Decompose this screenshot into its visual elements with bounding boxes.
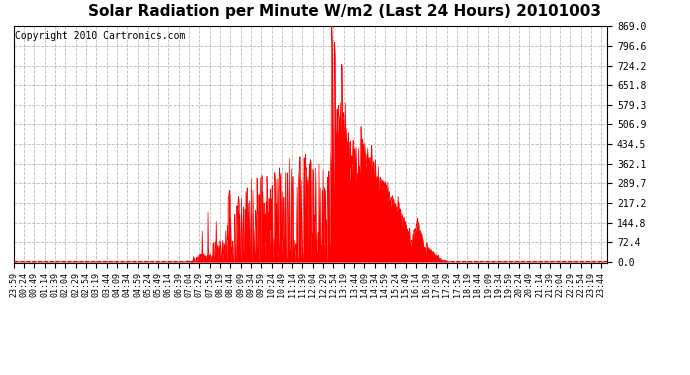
Text: Solar Radiation per Minute W/m2 (Last 24 Hours) 20101003: Solar Radiation per Minute W/m2 (Last 24…	[88, 4, 602, 19]
Text: Copyright 2010 Cartronics.com: Copyright 2010 Cartronics.com	[15, 31, 186, 41]
